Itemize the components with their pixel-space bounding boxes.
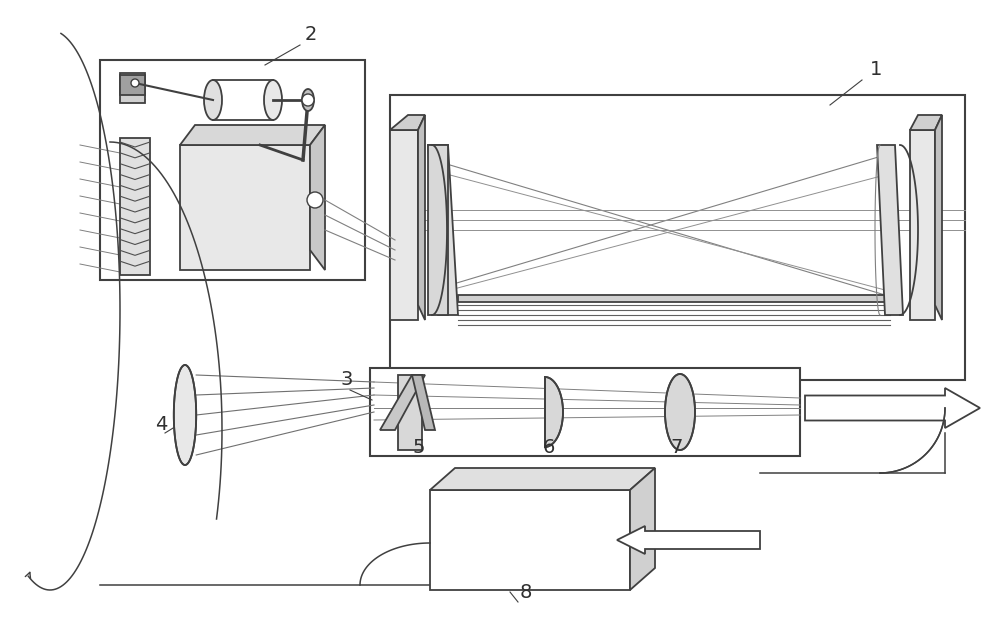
Polygon shape [430,490,630,590]
Polygon shape [430,468,655,490]
Polygon shape [180,125,325,145]
Text: 8: 8 [520,583,532,602]
Polygon shape [428,145,458,315]
Ellipse shape [302,89,314,111]
Text: 3: 3 [340,370,352,389]
Polygon shape [390,130,418,320]
Circle shape [302,94,314,106]
Bar [370,368,800,456]
Text: 1: 1 [870,60,882,79]
Circle shape [131,79,139,87]
Ellipse shape [204,80,222,120]
Text: 7: 7 [670,438,682,457]
Polygon shape [665,374,695,450]
Ellipse shape [264,80,282,120]
Bar [390,95,965,380]
Polygon shape [910,130,935,320]
Polygon shape [174,365,196,465]
FancyArrow shape [617,526,760,554]
Polygon shape [120,75,145,95]
Text: 6: 6 [543,438,555,457]
Polygon shape [630,468,655,590]
Polygon shape [458,295,890,302]
Polygon shape [120,138,150,275]
Polygon shape [428,145,448,315]
Polygon shape [380,375,425,430]
Polygon shape [180,145,310,270]
Polygon shape [545,377,563,447]
Polygon shape [877,145,903,315]
FancyArrow shape [805,388,980,428]
Polygon shape [412,375,435,430]
Text: 4: 4 [155,415,167,434]
Polygon shape [398,375,422,450]
Polygon shape [310,125,325,270]
Text: 2: 2 [305,25,317,44]
Bar [100,60,365,280]
Polygon shape [418,115,425,320]
Polygon shape [935,115,942,320]
Polygon shape [390,115,425,130]
Polygon shape [120,73,145,103]
Polygon shape [910,115,942,130]
Circle shape [307,192,323,208]
Text: 5: 5 [412,438,424,457]
